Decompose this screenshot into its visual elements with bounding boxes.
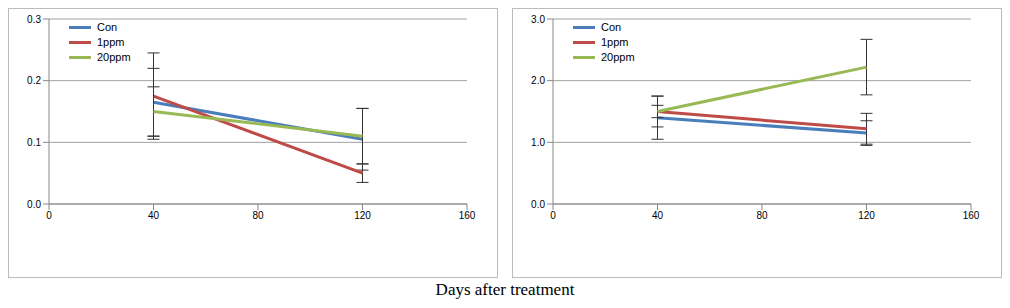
html-text:20ppm: 20ppm	[601, 51, 635, 63]
svg-text:0.3: 0.3	[27, 14, 41, 25]
svg-text:0.0: 0.0	[531, 199, 545, 210]
svg-text:0.2: 0.2	[27, 75, 41, 86]
svg-text:40: 40	[652, 210, 664, 221]
svg-text:0.1: 0.1	[27, 137, 41, 148]
svg-text:2.0: 2.0	[531, 75, 545, 86]
svg-text:80: 80	[756, 210, 768, 221]
svg-text:160: 160	[963, 210, 980, 221]
svg-text:0: 0	[46, 210, 52, 221]
html-text:Con: Con	[601, 21, 622, 33]
svg-text:40: 40	[148, 210, 160, 221]
html-text:Con: Con	[97, 21, 118, 33]
html-text:1ppm: 1ppm	[601, 36, 629, 48]
html-text:1ppm: 1ppm	[97, 36, 125, 48]
svg-text:0.0: 0.0	[27, 199, 41, 210]
svg-text:3.0: 3.0	[531, 14, 545, 25]
html-text:Days after treatment: Days after treatment	[435, 280, 575, 299]
svg-text:120: 120	[354, 210, 371, 221]
svg-text:1.0: 1.0	[531, 137, 545, 148]
svg-text:120: 120	[858, 210, 875, 221]
svg-text:0: 0	[550, 210, 556, 221]
html-text:20ppm: 20ppm	[97, 51, 131, 63]
svg-text:160: 160	[459, 210, 476, 221]
svg-text:80: 80	[252, 210, 264, 221]
